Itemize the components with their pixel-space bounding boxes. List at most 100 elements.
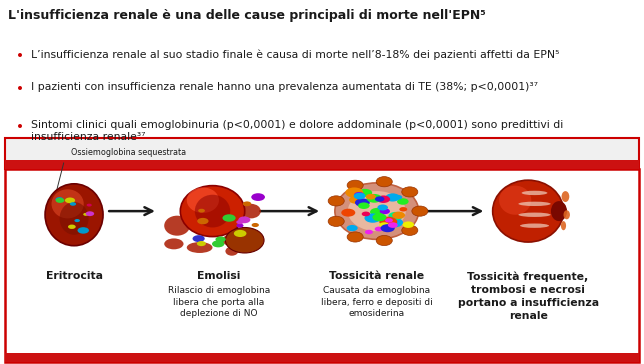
Ellipse shape [225, 247, 238, 256]
Circle shape [238, 217, 251, 223]
Circle shape [70, 202, 76, 206]
Ellipse shape [328, 216, 345, 226]
Text: •: • [16, 49, 24, 63]
Circle shape [197, 218, 209, 224]
Ellipse shape [561, 221, 566, 230]
Text: Sintomi clinici quali emoglobinuria (p<0,0001) e dolore addominale (p<0,0001) so: Sintomi clinici quali emoglobinuria (p<0… [31, 120, 563, 142]
Text: •: • [16, 82, 24, 96]
Circle shape [366, 194, 382, 203]
Circle shape [222, 214, 236, 222]
Ellipse shape [518, 202, 551, 206]
Ellipse shape [164, 238, 184, 249]
Ellipse shape [222, 233, 254, 248]
Ellipse shape [242, 204, 261, 218]
Ellipse shape [45, 184, 103, 246]
Ellipse shape [551, 201, 567, 221]
Text: Causata da emoglobina
libera, ferro e depositi di
emosiderina: Causata da emoglobina libera, ferro e de… [321, 286, 433, 318]
Ellipse shape [520, 223, 549, 228]
Ellipse shape [518, 213, 551, 217]
Circle shape [216, 237, 226, 242]
Bar [5, 138, 639, 169]
Text: Eritrocita: Eritrocita [46, 271, 102, 281]
Circle shape [365, 213, 381, 223]
Circle shape [243, 201, 251, 206]
Text: Rilascio di emoglobina
libera che porta alla
deplezione di NO: Rilascio di emoglobina libera che porta … [168, 286, 270, 318]
Text: Tossicità frequente,
trombosi e necrosi
portano a insufficienza
renale: Tossicità frequente, trombosi e necrosi … [457, 271, 599, 321]
Circle shape [380, 208, 390, 214]
Circle shape [236, 220, 243, 224]
Ellipse shape [225, 228, 264, 253]
Ellipse shape [59, 202, 88, 235]
Circle shape [385, 218, 393, 222]
Circle shape [379, 206, 387, 211]
Bar [5, 353, 639, 362]
Circle shape [385, 193, 400, 202]
Circle shape [349, 196, 363, 204]
Text: Ossiemoglobina sequestrata: Ossiemoglobina sequestrata [71, 147, 186, 157]
Bar [5, 160, 639, 169]
Circle shape [372, 213, 386, 221]
Ellipse shape [187, 187, 219, 213]
Circle shape [393, 195, 402, 200]
Text: L’insufficienza renale al suo stadio finale è causa di morte nell’8-18% dei pazi: L’insufficienza renale al suo stadio fin… [31, 49, 559, 60]
Ellipse shape [402, 225, 418, 236]
Circle shape [392, 211, 405, 219]
Circle shape [236, 223, 243, 228]
Circle shape [198, 209, 205, 213]
Text: Tossicità renale: Tossicità renale [329, 271, 424, 281]
Ellipse shape [52, 189, 84, 218]
Circle shape [365, 230, 373, 234]
Circle shape [381, 224, 395, 232]
Circle shape [375, 227, 383, 232]
Circle shape [377, 205, 388, 210]
Ellipse shape [348, 191, 406, 231]
Circle shape [388, 222, 398, 228]
Circle shape [358, 202, 370, 209]
Circle shape [388, 212, 403, 220]
Circle shape [397, 198, 409, 205]
Ellipse shape [164, 215, 190, 236]
Circle shape [212, 240, 224, 248]
Ellipse shape [493, 180, 564, 242]
Ellipse shape [376, 236, 392, 246]
Circle shape [251, 193, 265, 201]
Ellipse shape [564, 210, 570, 219]
Ellipse shape [499, 186, 531, 215]
Circle shape [355, 198, 370, 207]
Circle shape [399, 207, 407, 211]
Circle shape [86, 211, 94, 216]
Text: L'insufficienza renale è una delle cause principali di morte nell'EPN⁵: L'insufficienza renale è una delle cause… [8, 9, 486, 22]
Circle shape [377, 195, 390, 203]
Circle shape [346, 225, 357, 231]
Circle shape [86, 203, 91, 206]
Text: •: • [16, 120, 24, 134]
Ellipse shape [412, 206, 428, 216]
Circle shape [55, 198, 64, 203]
Circle shape [370, 208, 384, 216]
Bar [0, 0, 644, 138]
Circle shape [379, 222, 389, 228]
Ellipse shape [335, 183, 419, 240]
Circle shape [366, 194, 376, 199]
Circle shape [55, 197, 64, 202]
Ellipse shape [562, 191, 569, 202]
Circle shape [197, 241, 206, 246]
Circle shape [402, 221, 414, 228]
Circle shape [358, 189, 372, 197]
Circle shape [252, 223, 259, 227]
Circle shape [234, 230, 247, 237]
Circle shape [354, 192, 365, 198]
Ellipse shape [376, 177, 392, 187]
Ellipse shape [347, 232, 363, 242]
Circle shape [354, 193, 366, 199]
Circle shape [68, 225, 76, 229]
Circle shape [65, 198, 75, 203]
Ellipse shape [328, 196, 345, 206]
Circle shape [341, 209, 355, 217]
Circle shape [379, 217, 397, 227]
Circle shape [77, 227, 89, 234]
Circle shape [83, 213, 88, 216]
Ellipse shape [187, 242, 213, 253]
Bar [5, 169, 639, 362]
Circle shape [386, 218, 403, 228]
